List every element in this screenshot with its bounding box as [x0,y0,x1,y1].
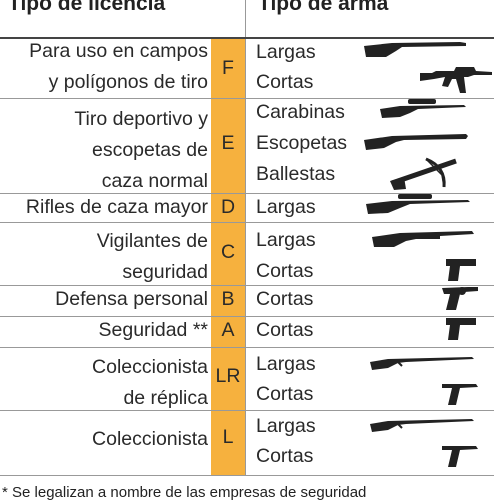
license-name-line: de réplica [123,387,208,409]
license-name-line: caza normal [101,170,208,192]
weapon-type-label: Cortas [256,383,314,405]
license-name-line: seguridad [122,261,208,283]
weapon-type-label: Largas [256,229,316,251]
weapon-type-label: Largas [256,41,316,63]
weapon-type-label: Cortas [256,71,314,93]
pump-shotgun-icon [370,225,476,249]
antique-rifle-icon [368,412,476,434]
row-divider [0,316,494,317]
row-divider [0,285,494,286]
license-code: LR [215,365,241,387]
license-code: C [220,241,236,263]
license-name-line: escopetas de [91,139,208,161]
luger-pistol-icon [440,379,480,407]
shotgun-icon [362,129,470,151]
scoped-rifle-icon [364,192,472,216]
header-rule [0,37,494,39]
weapon-type-label: Cortas [256,319,314,341]
license-name-line: Coleccionista [92,428,208,450]
luger-pistol-icon [440,441,480,469]
weapon-type-label: Escopetas [256,132,348,154]
pistol-icon [444,314,478,342]
license-name-line: Para uso en campos [29,40,208,62]
assault-rifle-icon [418,63,494,97]
license-code: B [221,288,235,310]
weapon-type-label: Largas [256,415,316,437]
license-name-line: Tiro deportivo y [74,108,208,130]
antique-rifle-icon [368,350,476,372]
header-weapon-type: Tipo de arma [258,0,389,15]
license-name-line: Seguridad ** [98,319,209,341]
row-divider [0,98,494,99]
header-license-type: Tipo de licencia [8,0,166,15]
license-name-line: Rifles de caza mayor [25,196,208,218]
row-divider [0,222,494,223]
footnote: * Se legalizan a nombre de las empresas … [2,484,367,501]
weapon-type-label: Largas [256,353,316,375]
row-divider [0,347,494,348]
license-name-line: y polígonos de tiro [48,71,208,93]
license-name-line: Coleccionista [92,356,208,378]
pistol-icon [444,255,478,283]
license-code-column [211,38,245,475]
crossbow-icon [386,153,466,191]
weapon-type-label: Cortas [256,288,314,310]
weapon-type-label: Largas [256,196,316,218]
license-code: E [221,132,235,154]
license-code: A [221,319,235,341]
license-code: F [222,57,234,79]
license-name-line: Defensa personal [55,288,208,310]
weapon-type-label: Cortas [256,445,314,467]
revolver-icon [440,282,480,312]
weapon-type-label: Cortas [256,260,314,282]
scoped-carbine-icon [378,97,468,121]
weapon-type-label: Carabinas [256,101,345,123]
weapon-type-label: Ballestas [256,163,336,185]
license-name-line: Vigilantes de [96,230,208,252]
column-divider [245,0,246,475]
row-divider [0,193,494,194]
table-bottom-rule [0,475,494,476]
row-divider [0,410,494,411]
license-code: L [222,426,234,448]
rifle-icon [362,37,468,59]
license-code: D [220,196,236,218]
